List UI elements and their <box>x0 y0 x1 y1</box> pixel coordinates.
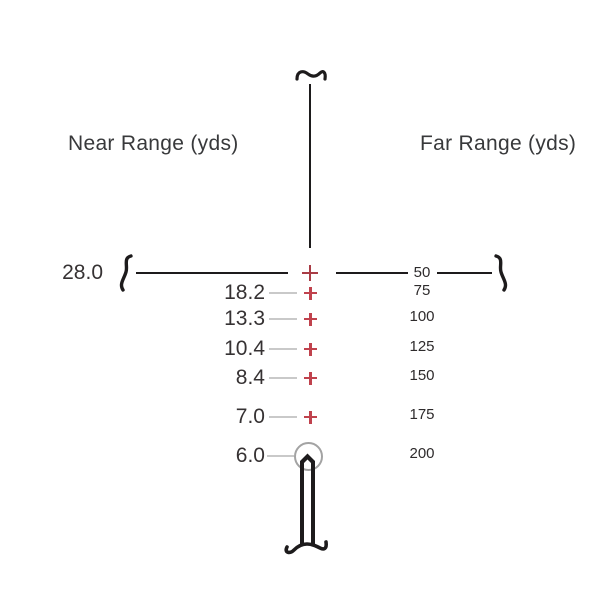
near-range-value: 13.3 <box>224 307 265 330</box>
crosshair-line-mid-right <box>336 272 408 274</box>
far-range-value: 150 <box>409 367 435 384</box>
right-break-icon <box>491 253 511 298</box>
near-range-value: 28.0 <box>62 261 103 284</box>
far-range-value: 200 <box>409 445 435 462</box>
near-range-value: 18.2 <box>224 281 265 304</box>
far-range-value: 100 <box>409 308 435 325</box>
holdover-cross-icon <box>304 410 317 424</box>
near-range-header: Near Range (yds) <box>68 132 239 155</box>
vertical-crosshair-line <box>309 84 311 248</box>
post-tip-icon <box>297 452 318 475</box>
crosshair-line-right <box>437 272 492 274</box>
near-range-value: 7.0 <box>235 405 265 428</box>
post-right-bar <box>311 468 315 545</box>
top-break-icon <box>294 67 328 89</box>
far-range-value: 50 <box>413 264 431 281</box>
reticle-circle-icon <box>294 442 323 471</box>
holdover-cross-icon <box>304 371 317 385</box>
near-range-value: 6.0 <box>235 444 265 467</box>
near-range-value: 10.4 <box>224 337 265 360</box>
holdover-cross-icon <box>304 286 317 300</box>
holdover-line <box>269 348 297 350</box>
center-cross-icon <box>302 265 318 281</box>
near-range-value: 8.4 <box>235 366 265 389</box>
far-range-value: 75 <box>413 282 431 299</box>
far-range-value: 175 <box>409 406 435 423</box>
holdover-cross-icon <box>304 312 317 326</box>
holdover-line <box>269 318 297 320</box>
left-break-icon <box>116 253 136 298</box>
crosshair-line-left <box>136 272 288 274</box>
far-range-value: 125 <box>409 338 435 355</box>
far-range-header: Far Range (yds) <box>420 132 577 155</box>
bottom-break-icon <box>282 538 330 561</box>
holdover-line <box>269 416 297 418</box>
holdover-line <box>269 292 297 294</box>
post-left-bar <box>300 468 304 545</box>
holdover-cross-icon <box>304 342 317 356</box>
holdover-line <box>267 455 294 457</box>
holdover-line <box>269 377 297 379</box>
